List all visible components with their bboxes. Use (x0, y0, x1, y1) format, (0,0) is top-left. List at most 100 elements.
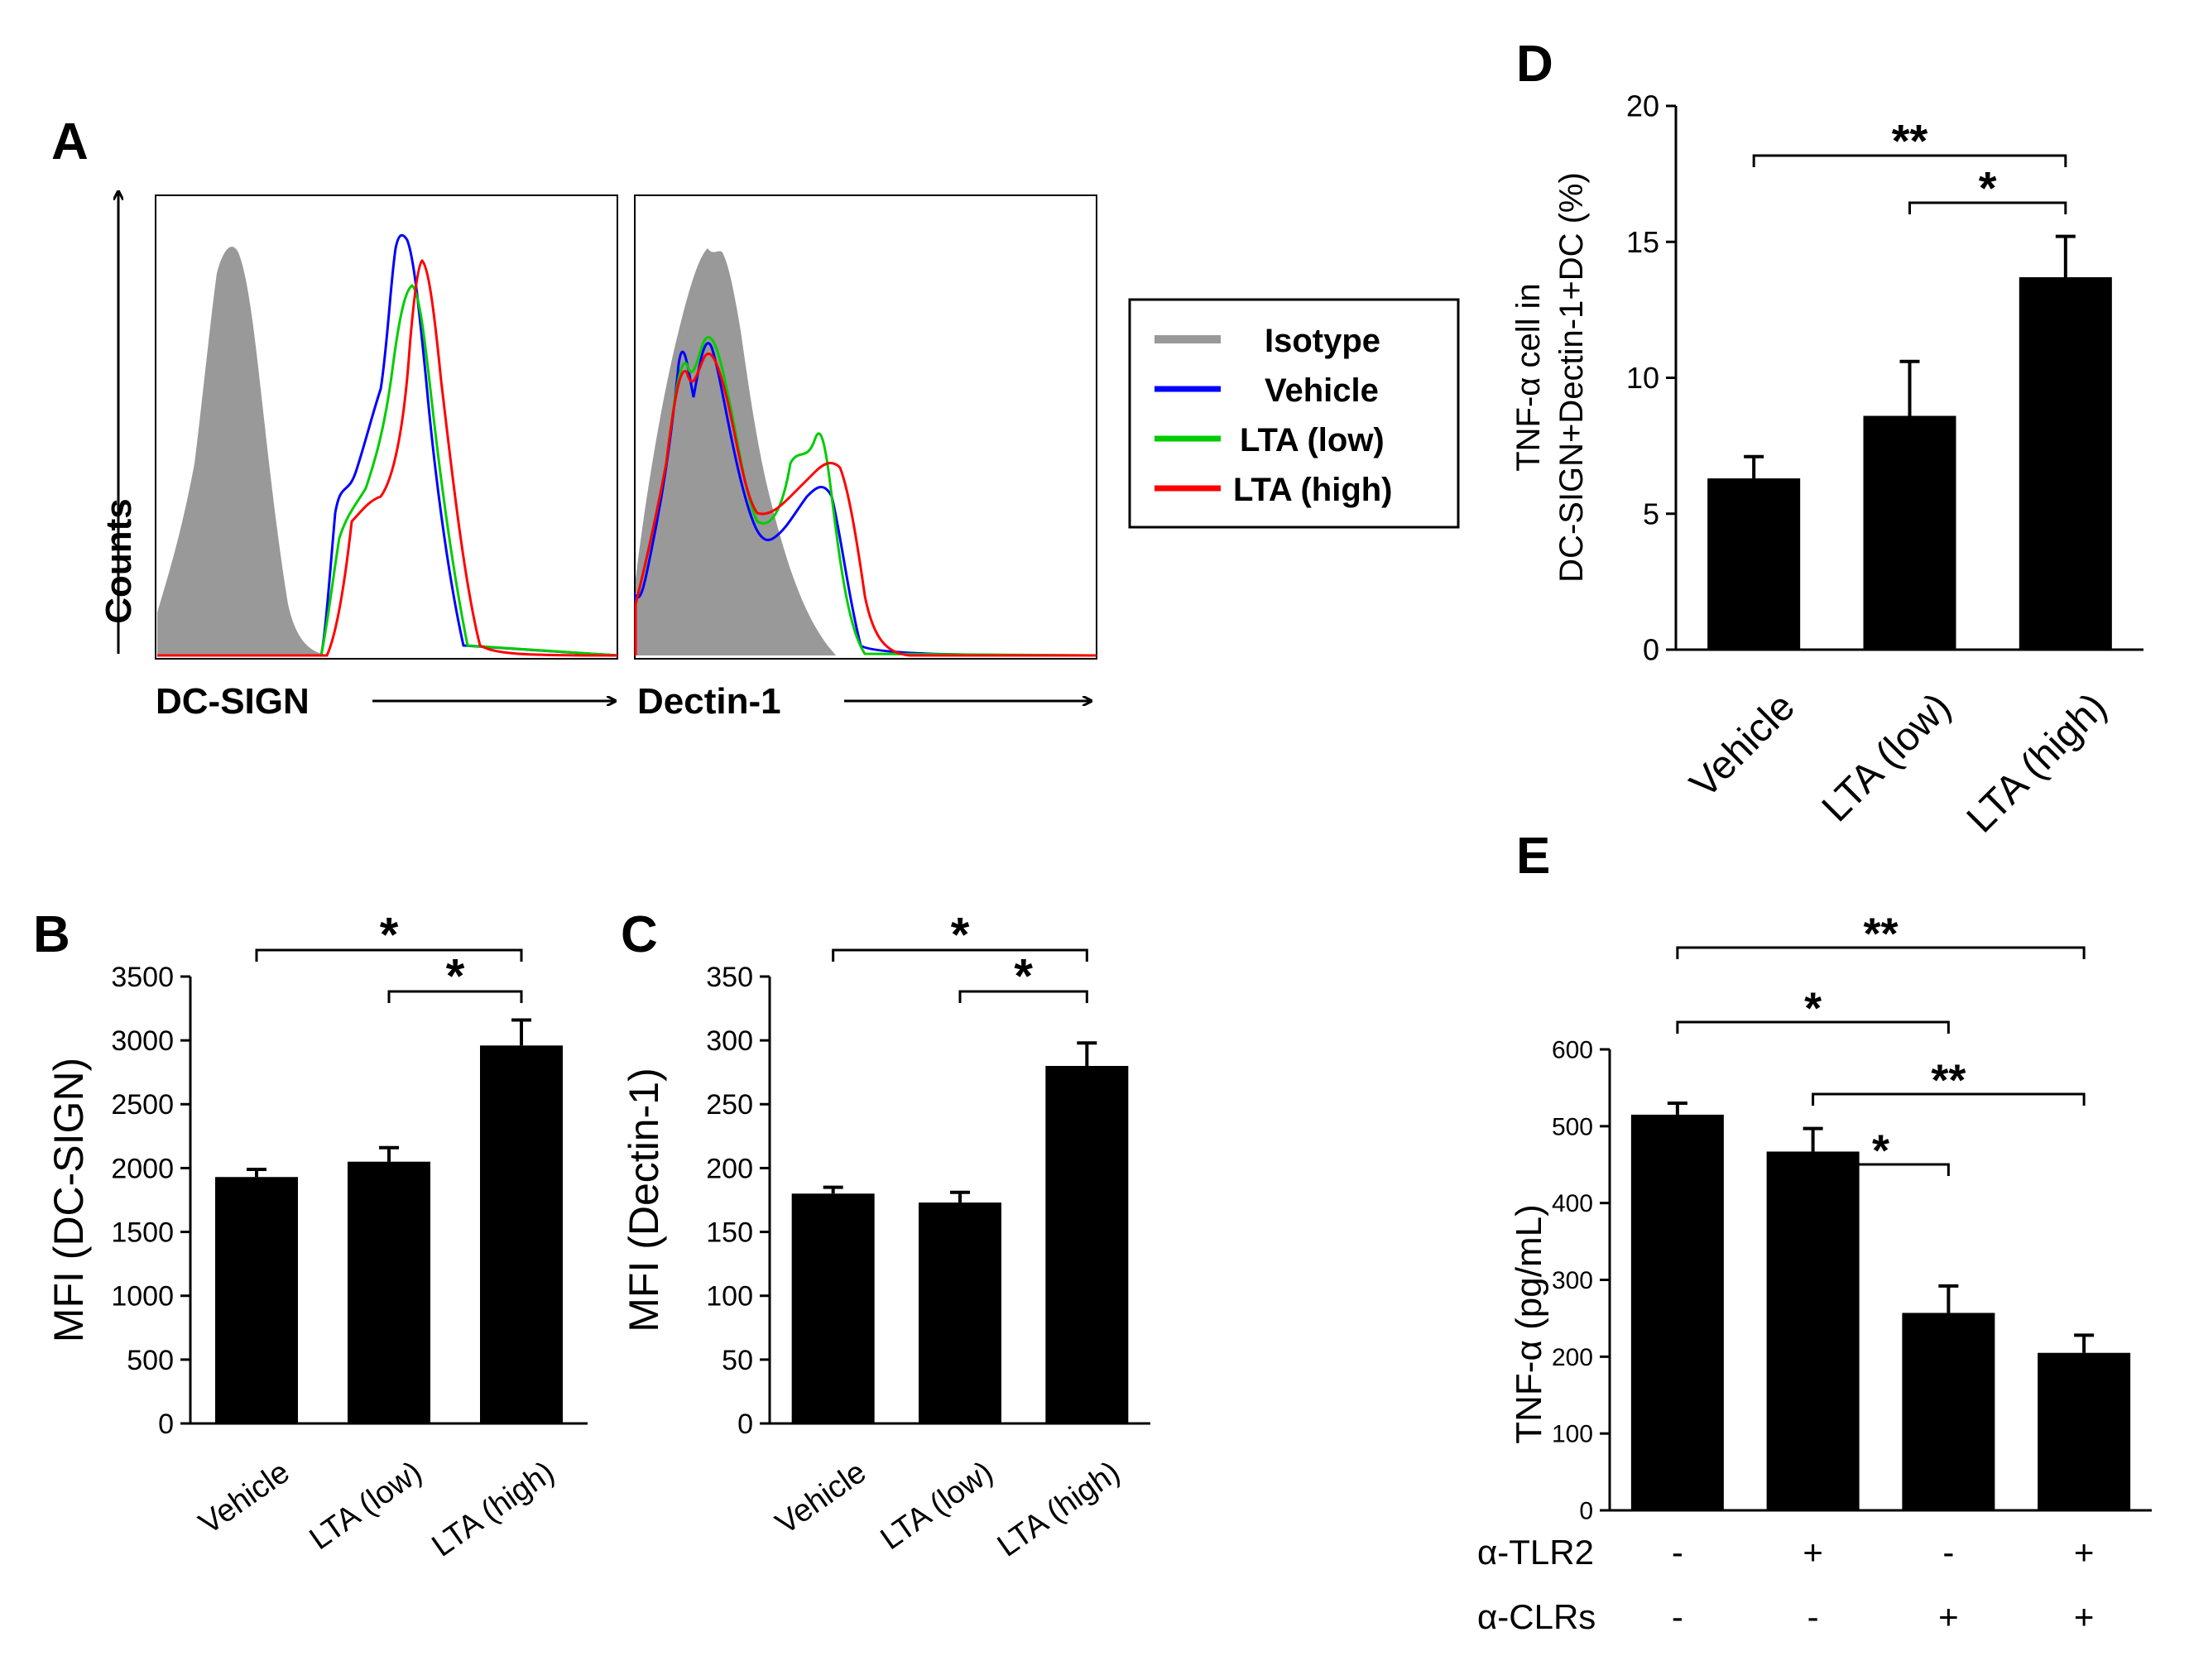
bar (919, 1202, 1001, 1423)
y-tick-label: 100 (706, 1281, 753, 1313)
treatment-mark: - (1807, 1597, 1819, 1636)
y-tick-label: 10 (1626, 361, 1659, 395)
legend-label-isotype: Isotype (1265, 323, 1380, 359)
y-axis-label: MFI (DC-SIGN) (46, 1058, 92, 1342)
significance-label: * (1014, 950, 1033, 1004)
y-tick-label: 3500 (111, 962, 174, 993)
y-axis-label: DC-SIGN+Dectin-1+DC (%) (1553, 172, 1590, 583)
y-tick-label: 3000 (111, 1025, 174, 1057)
bar (215, 1177, 298, 1423)
y-tick-label: 500 (127, 1345, 174, 1376)
significance-bracket (1676, 946, 2086, 959)
dc-sign-axis-label: DC-SIGN (156, 681, 310, 722)
lta-high-curve-dectin-1 (634, 353, 1097, 657)
significance-bracket (1812, 1092, 2086, 1106)
y-tick-label: 50 (722, 1345, 753, 1376)
y-tick-label: 1000 (111, 1281, 174, 1313)
significance-bracket (832, 948, 1088, 962)
y-axis-label: TNF-α (pg/mL) (1509, 1204, 1549, 1443)
y-tick-label: 5 (1643, 497, 1659, 530)
panel-c: C 0 50 100 150 200 250 300 350 Vehicle LTA (low)LT… (621, 906, 1150, 1564)
y-tick-label: 15 (1626, 225, 1659, 259)
y-tick-label: 20 (1626, 89, 1659, 123)
y-tick-label: 0 (158, 1409, 174, 1440)
lta-high-curve-dc-sign (157, 258, 618, 657)
bar (1766, 1151, 1860, 1510)
legend-label-lta-low: LTA (low) (1240, 422, 1385, 458)
y-tick-label: 0 (737, 1409, 753, 1440)
legend-label-vehicle: Vehicle (1265, 372, 1379, 409)
y-tick-label: 0 (1643, 633, 1659, 667)
significance-label: ** (1931, 1056, 1966, 1106)
y-tick-label: 300 (1552, 1267, 1593, 1294)
isotype-histogram-dc-sign (157, 247, 331, 655)
significance-bracket (1752, 154, 2067, 167)
panel-c-label: C (621, 906, 658, 963)
significance-bracket (1908, 201, 2067, 214)
y-tick-label: 1500 (111, 1217, 174, 1248)
bar (2038, 1352, 2131, 1510)
y-tick-label: 300 (706, 1025, 753, 1057)
significance-label: ** (1863, 910, 1898, 959)
bar (1902, 1313, 1995, 1510)
dectin-1-axis-label: Dectin-1 (637, 681, 781, 722)
isotype-histogram-dectin-1 (636, 248, 836, 655)
significance-label: * (446, 950, 465, 1004)
treatment-mark: + (2074, 1597, 2095, 1636)
bar (480, 1045, 563, 1423)
y-tick-label: 100 (1552, 1421, 1593, 1448)
legend-label-lta-high: LTA (high) (1233, 472, 1393, 508)
histogram-frame-dc-sign (155, 194, 618, 660)
panel-a-label: A (51, 113, 89, 170)
bar (1863, 415, 1956, 650)
y-tick-label: 200 (706, 1153, 753, 1184)
vehicle-curve-dc-sign (157, 233, 618, 657)
bar (1045, 1066, 1129, 1423)
treatment-label: α-TLR2 (1477, 1533, 1594, 1572)
treatment-mark: + (1938, 1597, 1959, 1636)
lta-low-curve-dc-sign (157, 284, 618, 657)
category-label: LTA (high) (991, 1455, 1126, 1564)
category-label: LTA (high) (426, 1455, 561, 1564)
treatment-mark: + (1803, 1533, 1823, 1572)
bar (791, 1193, 875, 1423)
significance-label: * (1872, 1126, 1889, 1176)
y-tick-label: 250 (706, 1089, 753, 1121)
category-label: LTA (low) (1814, 684, 1960, 830)
histogram-frame-dectin-1 (634, 194, 1097, 660)
y-axis-label: TNF-α cell in (1510, 283, 1547, 472)
significance-bracket (958, 990, 1088, 1003)
significance-bracket (1812, 1163, 1950, 1176)
y-axis-label: MFI (Dectin-1) (621, 1068, 667, 1332)
counts-label: Counts (98, 498, 139, 624)
y-tick-label: 500 (1552, 1113, 1593, 1140)
y-tick-label: 350 (706, 962, 753, 993)
category-label: LTA (low) (304, 1455, 429, 1557)
y-tick-label: 2500 (111, 1089, 174, 1121)
significance-label: * (1979, 162, 1997, 214)
y-tick-label: 200 (1552, 1344, 1593, 1371)
significance-bracket (1676, 1020, 1950, 1034)
panel-b-label: B (33, 906, 70, 963)
y-tick-label: 400 (1552, 1190, 1593, 1217)
category-label: Vehicle (1682, 684, 1803, 806)
bar (1630, 1114, 1724, 1510)
category-label: Vehicle (770, 1455, 872, 1542)
bar (1707, 478, 1801, 650)
category-label: Vehicle (193, 1455, 295, 1542)
significance-label: ** (1892, 115, 1928, 167)
bar (348, 1161, 430, 1423)
bar (2019, 276, 2112, 650)
y-tick-label: 0 (1579, 1498, 1593, 1525)
significance-label: * (951, 909, 970, 962)
panel-d: D 0 5 10 15 20 Vehicle LTA (low) LTA (high) TNF-α… (1510, 36, 2143, 841)
treatment-mark: + (2074, 1533, 2095, 1572)
significance-bracket (387, 990, 523, 1003)
y-tick-label: 2000 (111, 1153, 174, 1184)
treatment-mark: - (1942, 1533, 1954, 1572)
y-tick-label: 600 (1552, 1037, 1593, 1064)
panel-a: A Counts DC-SIGN Dectin-1 Isotype Vehicl… (51, 113, 1460, 722)
